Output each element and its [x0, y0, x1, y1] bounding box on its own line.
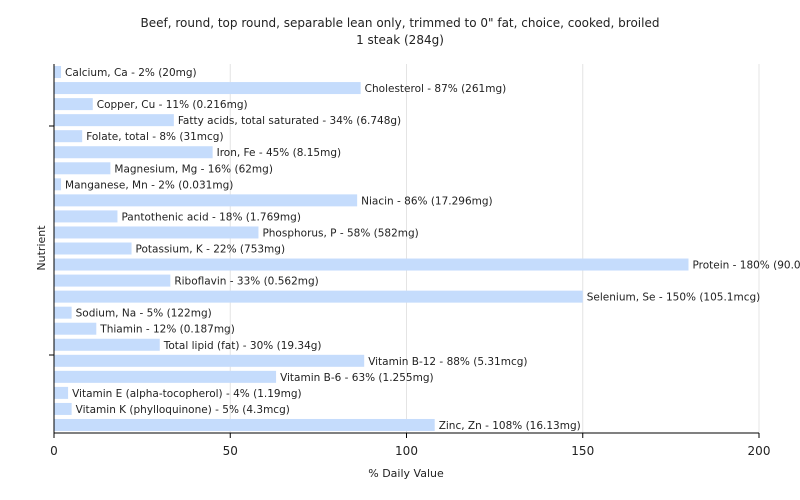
bar	[54, 226, 259, 239]
bar-label: Potassium, K - 22% (753mg)	[136, 244, 286, 256]
bar	[54, 210, 118, 223]
bar	[54, 114, 174, 127]
x-tick-label: 150	[571, 444, 594, 458]
bar	[54, 66, 62, 79]
x-ticks: 0 50 100 150 200	[50, 433, 770, 458]
bar-label: Magnesium, Mg - 16% (62mg)	[114, 163, 273, 175]
bar	[54, 306, 72, 319]
bar-label: Niacin - 86% (17.296mg)	[361, 195, 493, 207]
bar	[54, 386, 69, 399]
bar	[54, 146, 213, 159]
bar	[54, 402, 72, 415]
bar-label: Total lipid (fat) - 30% (19.34g)	[163, 340, 322, 352]
bar-label: Vitamin E (alpha-tocopherol) - 4% (1.19m…	[72, 388, 302, 400]
bar-label: Phosphorus, P - 58% (582mg)	[262, 227, 418, 239]
y-ticks	[49, 125, 54, 356]
bar-label: Vitamin B-6 - 63% (1.255mg)	[280, 372, 434, 384]
bars	[54, 66, 689, 431]
bar	[54, 178, 62, 191]
bar-label: Selenium, Se - 150% (105.1mcg)	[587, 292, 761, 304]
bar-label: Copper, Cu - 11% (0.216mg)	[97, 99, 248, 111]
bar-label: Folate, total - 8% (31mcg)	[86, 131, 223, 143]
chart-subtitle: 1 steak (284g)	[356, 33, 444, 47]
bar-label: Thiamin - 12% (0.187mg)	[99, 324, 235, 336]
chart-title: Beef, round, top round, separable lean o…	[141, 16, 660, 30]
bar-label: Vitamin K (phylloquinone) - 5% (4.3mcg)	[76, 404, 290, 416]
bar-label: Pantothenic acid - 18% (1.769mg)	[121, 211, 300, 223]
bar-label: Cholesterol - 87% (261mg)	[365, 83, 507, 95]
bar	[54, 290, 583, 303]
bar	[54, 82, 361, 95]
bar	[54, 130, 83, 143]
bar	[54, 98, 93, 111]
bar	[54, 338, 160, 351]
bar-label: Fatty acids, total saturated - 34% (6.74…	[178, 115, 401, 127]
x-tick-label: 100	[395, 444, 418, 458]
bar	[54, 418, 435, 431]
x-axis-title: % Daily Value	[368, 467, 444, 480]
bar	[54, 274, 171, 287]
x-tick-label: 0	[50, 444, 58, 458]
bar	[54, 162, 111, 175]
bar-labels: Calcium, Ca - 2% (20mg) Cholesterol - 87%…	[65, 67, 800, 432]
y-axis-title: Nutrient	[35, 225, 48, 271]
bar-label: Sodium, Na - 5% (122mg)	[76, 308, 212, 320]
bar	[54, 322, 97, 335]
bar	[54, 354, 365, 367]
bar-label: Iron, Fe - 45% (8.15mg)	[217, 147, 341, 159]
bar-label: Calcium, Ca - 2% (20mg)	[65, 67, 197, 79]
bar-label: Manganese, Mn - 2% (0.031mg)	[65, 179, 233, 191]
bar	[54, 258, 689, 271]
bar	[54, 194, 358, 207]
bar	[54, 242, 132, 255]
x-tick-label: 200	[748, 444, 771, 458]
bar-label: Zinc, Zn - 108% (16.13mg)	[439, 420, 581, 432]
bar-label: Riboflavin - 33% (0.562mg)	[174, 276, 318, 288]
bar-label: Protein - 180% (90.03g)	[693, 260, 800, 272]
bar	[54, 370, 277, 383]
x-tick-label: 50	[223, 444, 238, 458]
bar-label: Vitamin B-12 - 88% (5.31mcg)	[368, 356, 527, 368]
